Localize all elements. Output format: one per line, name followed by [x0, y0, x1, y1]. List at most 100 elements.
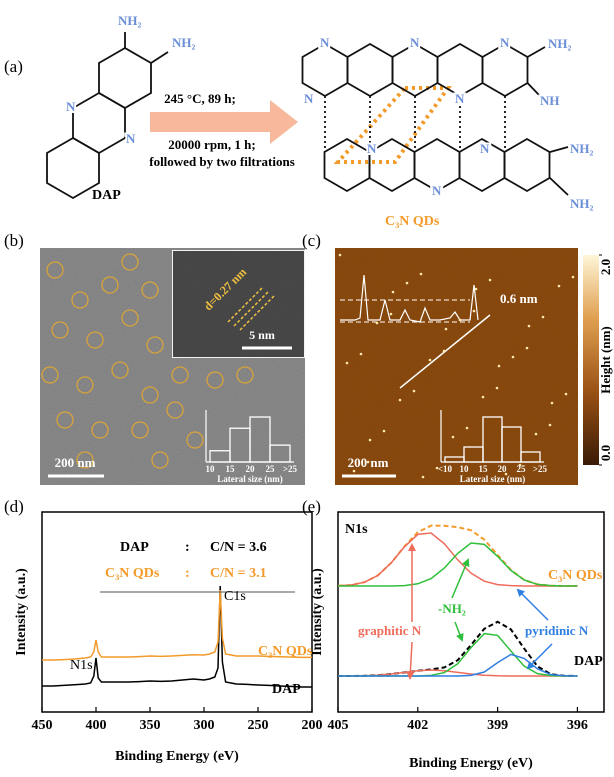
afm-dot [369, 439, 372, 442]
afm-dot [542, 316, 545, 319]
bond [151, 52, 168, 63]
afm-dot [445, 328, 448, 331]
plot-frame [338, 512, 604, 712]
height-label: 0.6 nm [500, 291, 538, 306]
condition: 245 °C, 89 h; [164, 91, 236, 106]
hist-tick-label: 15 [226, 464, 236, 474]
afm-image [335, 248, 578, 485]
scale-bar-label: 5 nm [249, 328, 275, 342]
atom-label: N [126, 131, 136, 146]
ring [325, 139, 370, 191]
colorbar [583, 255, 599, 465]
ratio-value: C/N = 3.1 [210, 566, 267, 581]
spectrum-line [338, 533, 577, 586]
ring [99, 48, 151, 108]
afm-dot [466, 427, 469, 430]
afm-dot [482, 396, 485, 399]
compound-name: C₃N QDs [385, 214, 440, 229]
colorbar-tick-label: 2.0 [598, 259, 613, 275]
afm-dot [413, 390, 416, 393]
hist-tick-label: 10 [460, 464, 470, 474]
peak-label: N1s [70, 658, 93, 673]
hist-tick-label: 15 [479, 464, 489, 474]
atom-label: N [320, 35, 330, 50]
y-axis-label: Intensity (a.u.) [14, 568, 29, 656]
afm-dot [572, 276, 575, 279]
x-axis-label: Binding Energy (eV) [115, 749, 239, 764]
hist-tick-label: 20 [246, 464, 256, 474]
afm-dot [353, 470, 356, 473]
ring [303, 44, 348, 96]
annotation-arrow [455, 622, 462, 640]
afm-dot [526, 347, 529, 350]
atom-label: NH [540, 93, 560, 108]
x-tick-label: 399 [487, 718, 508, 733]
hist-tick-label: 25 [517, 464, 527, 474]
colorbar-tick-label: 0.0 [598, 445, 613, 461]
atom-label: NH₂ [570, 196, 594, 211]
panel-label: (b) [4, 231, 24, 250]
atom-label: N [500, 35, 510, 50]
ring [348, 44, 393, 96]
bond [528, 83, 541, 96]
hist-tick-label: 20 [498, 464, 508, 474]
afm-dot [459, 319, 462, 322]
unit-cell [338, 88, 448, 162]
atom-label: NH₂ [548, 36, 572, 51]
afm-dot [565, 393, 568, 396]
afm-dot [452, 436, 455, 439]
series-label: DAP [574, 654, 603, 669]
ring [438, 44, 483, 96]
colorbar-label: Height (nm) [598, 326, 613, 394]
afm-dot [496, 387, 499, 390]
afm-dot [549, 424, 552, 427]
atom-label: N [455, 91, 465, 106]
afm-dot [489, 279, 492, 282]
annotation-arrow [518, 590, 548, 620]
panel-label: (c) [302, 231, 321, 250]
scale-bar-label: 200 nm [55, 455, 96, 470]
ratio-value: C/N = 3.6 [210, 540, 267, 555]
ring [505, 139, 550, 191]
hist-tick-label: 10 [206, 464, 216, 474]
afm-dot [367, 461, 370, 464]
atom-label: NH₂ [118, 13, 142, 28]
atom-label: N [367, 141, 377, 156]
ratio-colon: : [185, 540, 190, 555]
afm-dot [535, 433, 538, 436]
compound-name: DAP [92, 188, 121, 203]
afm-dot [443, 350, 446, 353]
afm-dot [360, 353, 363, 356]
x-tick-label: 200 [302, 718, 323, 733]
afm-dot [346, 362, 349, 365]
afm-dot [473, 310, 476, 313]
ring [483, 44, 528, 96]
core-level-label: N1s [345, 522, 368, 537]
afm-dot [528, 325, 531, 328]
afm-dot [429, 359, 432, 362]
x-tick-label: 350 [140, 718, 161, 733]
ratio-colon: : [185, 566, 190, 581]
annotation-arrow [528, 644, 552, 668]
annotation-arrow [452, 560, 468, 598]
panel-label: (d) [4, 497, 24, 516]
x-tick-label: 250 [248, 718, 269, 733]
annotation-arrow [410, 642, 412, 678]
afm-dot [383, 430, 386, 433]
x-tick-label: 405 [328, 718, 349, 733]
atom-label: N [410, 35, 420, 50]
x-tick-label: 402 [407, 718, 428, 733]
afm-dot [551, 402, 554, 405]
x-tick-label: 400 [86, 718, 107, 733]
y-axis-label: Intensity (a.u.) [310, 568, 325, 656]
hist-tick-label: 25 [266, 464, 276, 474]
hist-xlabel: Lateral size (nm) [217, 474, 282, 484]
spectrum-line [338, 543, 577, 586]
series-label: DAP [272, 682, 301, 697]
condition: followed by two filtrations [149, 154, 295, 169]
atom-label: N [304, 91, 314, 106]
hist-tick-label: >25 [533, 464, 548, 474]
afm-dot [558, 285, 561, 288]
series-label: C₃N QDs [258, 644, 313, 659]
panel-label: (a) [4, 57, 23, 76]
